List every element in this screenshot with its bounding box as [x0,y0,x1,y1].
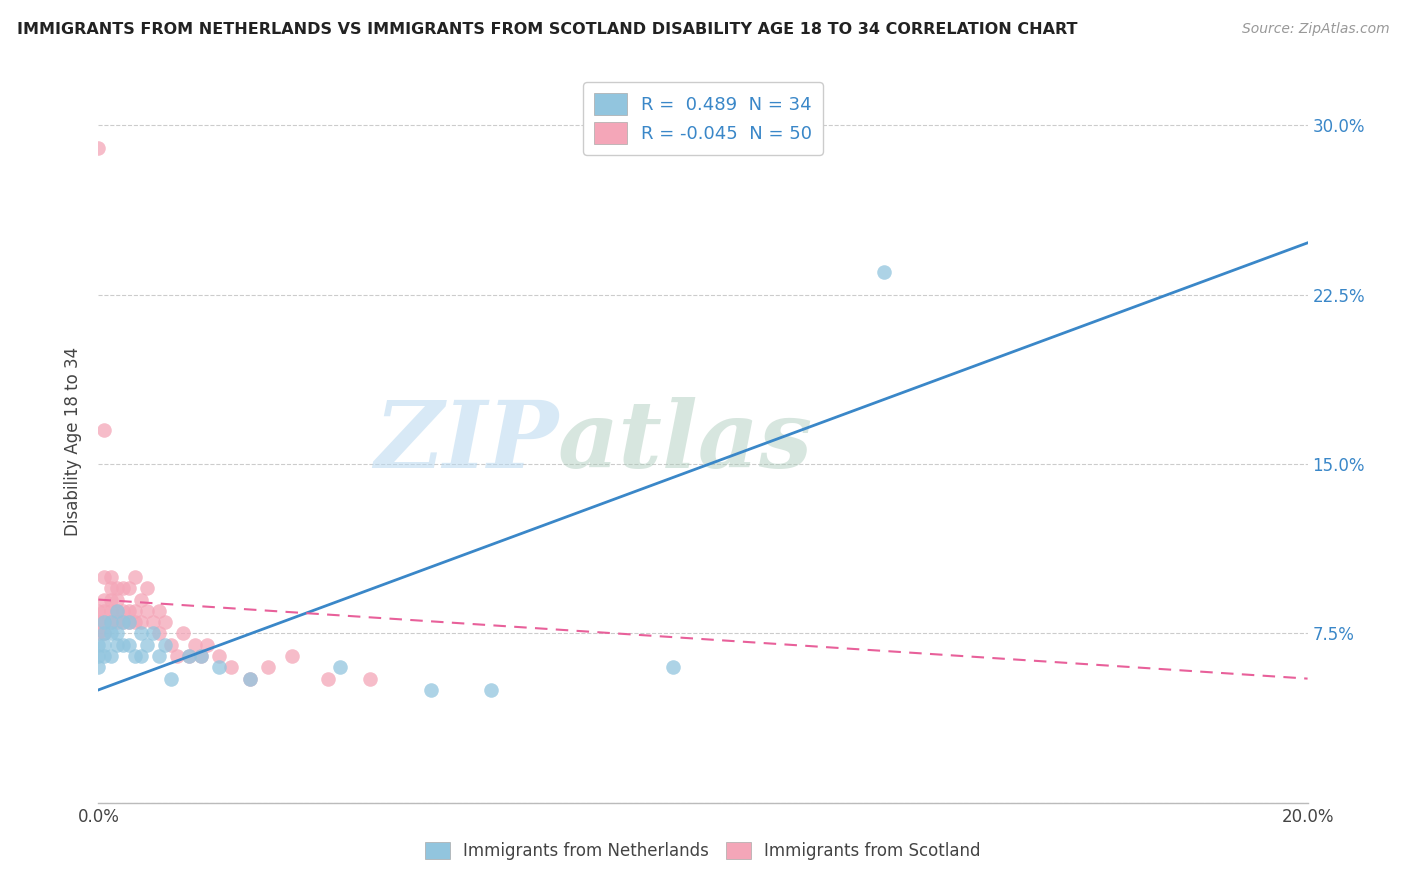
Point [93,570,115,584]
Point [172,626,194,640]
Point [118,615,141,630]
Point [100,582,122,596]
Point [179,648,201,663]
Point [87,660,110,674]
Point [160,638,183,652]
Point [105,604,128,618]
Point [105,638,128,652]
Point [105,604,128,618]
Point [124,604,146,618]
Point [87,615,110,630]
Point [239,672,262,686]
Point [873,265,896,279]
Point [281,648,304,663]
Point [87,626,110,640]
Point [111,638,134,652]
Point [166,648,188,663]
Point [100,626,122,640]
Point [93,615,115,630]
Point [93,626,115,640]
Point [190,648,212,663]
Point [111,582,134,596]
Point [124,615,146,630]
Point [105,615,128,630]
Point [111,615,134,630]
Point [142,615,165,630]
Point [148,604,170,618]
Point [118,604,141,618]
Point [118,615,141,630]
Point [160,672,183,686]
Point [111,615,134,630]
Point [93,592,115,607]
Point [239,672,262,686]
Point [129,615,152,630]
Point [100,615,122,630]
Point [221,660,243,674]
Point [256,660,278,674]
Point [129,648,152,663]
Point [118,638,141,652]
Point [420,682,443,697]
Point [93,615,115,630]
Point [153,615,176,630]
Point [93,604,115,618]
Point [148,626,170,640]
Point [135,604,157,618]
Point [316,672,339,686]
Point [190,648,212,663]
Point [105,582,128,596]
Text: IMMIGRANTS FROM NETHERLANDS VS IMMIGRANTS FROM SCOTLAND DISABILITY AGE 18 TO 34 : IMMIGRANTS FROM NETHERLANDS VS IMMIGRANT… [17,22,1077,37]
Point [87,141,110,155]
Point [124,648,146,663]
Point [661,660,683,674]
Point [93,648,115,663]
Point [93,423,115,437]
Point [184,638,207,652]
Point [93,626,115,640]
Point [179,648,201,663]
Point [208,660,231,674]
Point [153,638,176,652]
Point [129,592,152,607]
Point [105,626,128,640]
Point [100,648,122,663]
Point [87,638,110,652]
Text: atlas: atlas [558,397,813,486]
Point [93,638,115,652]
Point [87,604,110,618]
Point [118,582,141,596]
Point [208,648,231,663]
Text: Source: ZipAtlas.com: Source: ZipAtlas.com [1241,22,1389,37]
Point [100,615,122,630]
Point [129,626,152,640]
Text: ZIP: ZIP [374,397,558,486]
Point [329,660,352,674]
Point [135,582,157,596]
Point [105,592,128,607]
Y-axis label: Disability Age 18 to 34: Disability Age 18 to 34 [65,347,83,536]
Point [135,638,157,652]
Point [124,570,146,584]
Point [481,682,503,697]
Point [142,626,165,640]
Point [87,648,110,663]
Point [100,592,122,607]
Point [100,570,122,584]
Point [100,604,122,618]
Point [148,648,170,663]
Point [360,672,382,686]
Point [195,638,218,652]
Point [111,604,134,618]
Legend: Immigrants from Netherlands, Immigrants from Scotland: Immigrants from Netherlands, Immigrants … [419,835,987,867]
